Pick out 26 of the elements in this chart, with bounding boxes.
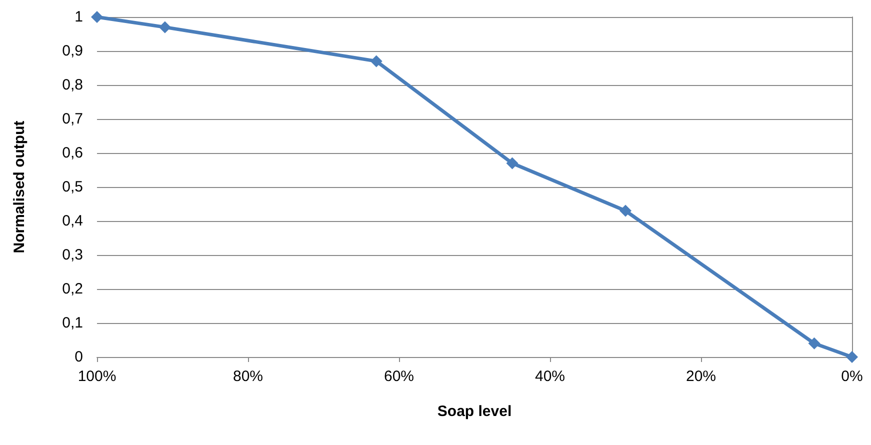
x-tick-label: 20% xyxy=(686,368,716,385)
y-tick-label: 1 xyxy=(74,8,83,26)
point xyxy=(158,21,171,34)
y-tick-label: 0,6 xyxy=(62,144,83,162)
y-tick-label: 0,9 xyxy=(62,42,83,60)
y-tick-label: 0,5 xyxy=(62,178,83,196)
x-tick-label: 40% xyxy=(534,368,566,385)
point xyxy=(91,11,103,23)
point xyxy=(620,204,632,217)
x-tick-label: 60% xyxy=(384,368,414,385)
point xyxy=(506,157,518,170)
y-tick-label: 0,2 xyxy=(62,280,83,298)
x-tick-label: 80% xyxy=(232,368,264,385)
y-tick-label: 0,7 xyxy=(62,110,83,128)
point xyxy=(808,337,820,350)
x-tick-label: 0% xyxy=(841,368,863,385)
point xyxy=(846,351,858,363)
x-tick-label: 100% xyxy=(78,368,116,385)
y-tick-label: 0,1 xyxy=(62,314,83,332)
point xyxy=(370,55,382,68)
y-tick-label: 0 xyxy=(74,348,83,366)
y-axis-title: Normalised output xyxy=(11,120,28,254)
y-tick-label: 0,8 xyxy=(62,76,83,94)
x-axis-title: Soap level xyxy=(437,403,512,420)
y-tick-label: 0,4 xyxy=(62,212,83,230)
y-tick-label: 0,3 xyxy=(62,246,83,264)
